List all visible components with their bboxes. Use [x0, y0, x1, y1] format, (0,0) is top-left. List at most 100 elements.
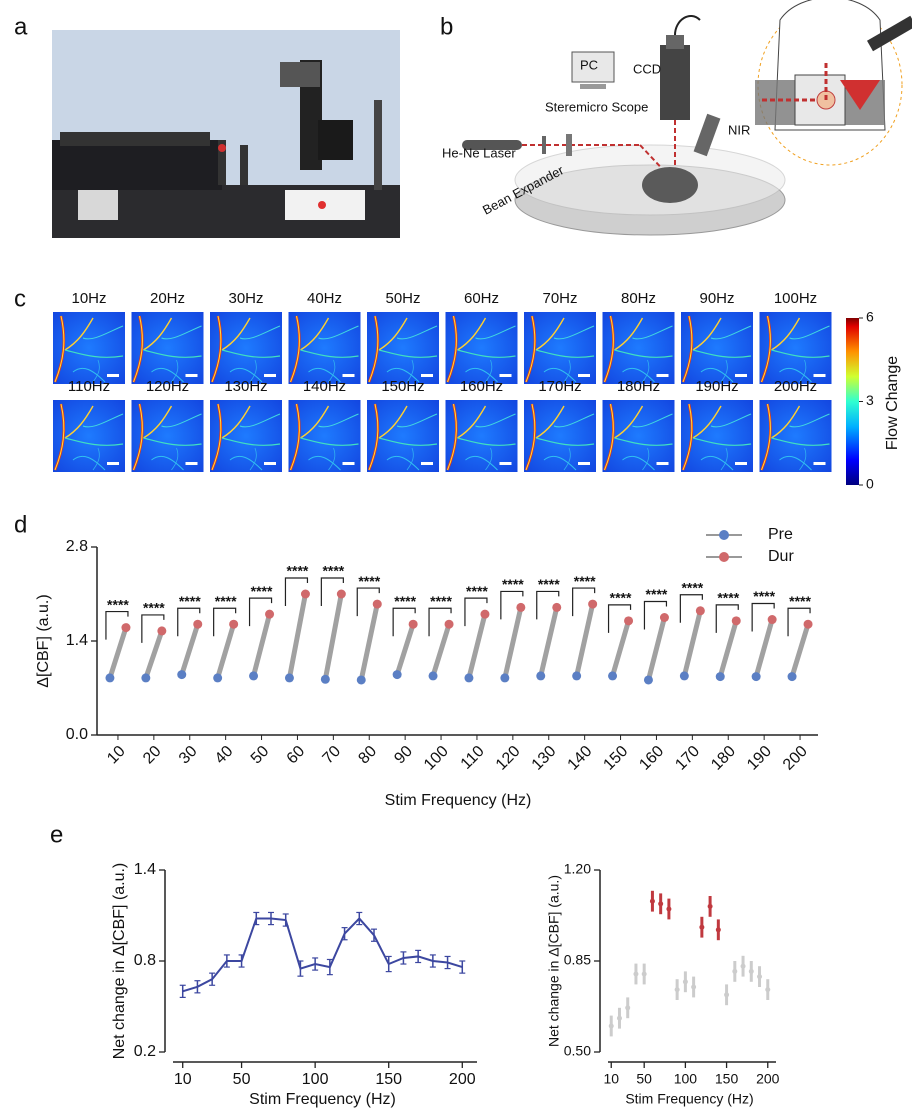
x-tick-label: 190 [744, 743, 775, 774]
flow-map [524, 312, 596, 384]
flow-map [759, 400, 832, 472]
diagram-label: He-Ne Laser [442, 145, 516, 160]
flow-map [602, 400, 675, 472]
significance: **** [717, 590, 739, 606]
significance: **** [502, 576, 524, 592]
y-tick-label: 2.8 [66, 538, 88, 555]
dur-dot [803, 619, 813, 629]
flow-map [288, 312, 361, 384]
map-label: 190Hz [695, 378, 738, 395]
pre-dot [572, 671, 582, 681]
dur-dot [372, 599, 382, 609]
point [633, 971, 639, 977]
pair-line [681, 608, 703, 679]
pair-line [358, 601, 380, 683]
x-tick-label: 110 [458, 743, 488, 773]
dur-dot [659, 613, 669, 622]
significance: **** [179, 593, 201, 609]
dur-dot [695, 606, 705, 616]
pair-line [179, 621, 201, 678]
point [724, 992, 730, 998]
point [666, 906, 672, 912]
map-label: 10Hz [71, 290, 106, 307]
legend-label: Dur [768, 548, 794, 565]
flow-map [445, 400, 518, 472]
map-label: 150Hz [381, 378, 424, 395]
bracket [248, 597, 273, 627]
pre-dot [643, 675, 653, 685]
diagram-label: PC [580, 57, 598, 72]
x-tick-label: 200 [756, 1071, 780, 1087]
colorbar [846, 318, 859, 485]
pair-line [143, 628, 165, 681]
pre-dot [213, 673, 223, 683]
dur-dot [265, 609, 275, 619]
significance: **** [466, 583, 488, 599]
pair-line [286, 591, 308, 681]
y-tick-label: 1.20 [564, 861, 591, 877]
bracket [356, 587, 380, 617]
x-tick-label: 30 [176, 743, 201, 768]
mean-line [182, 917, 463, 993]
pre-dot [608, 671, 618, 681]
significance: **** [574, 573, 596, 589]
y-tick-label: 1.4 [66, 632, 88, 649]
x-tick-label: 120 [493, 743, 524, 774]
map-label: 200Hz [774, 378, 817, 395]
pre-dot [141, 673, 151, 683]
x-tick-label: 150 [715, 1071, 739, 1087]
flow-map [53, 312, 125, 384]
x-tick-label: 100 [302, 1071, 329, 1088]
x-tick-label: 150 [600, 743, 631, 774]
pre-dot [428, 671, 438, 681]
significance: **** [287, 563, 309, 579]
dur-dot [300, 589, 310, 599]
significance: **** [430, 593, 452, 609]
pre-dot [500, 673, 510, 683]
x-tick-label: 200 [449, 1071, 476, 1088]
map-label: 40Hz [307, 290, 342, 307]
colorbar-tick-label: 3 [866, 392, 874, 408]
pre-dot [464, 673, 474, 683]
significance: **** [107, 596, 129, 612]
point [649, 898, 655, 904]
y-tick-label: 0.2 [134, 1043, 156, 1060]
point [658, 901, 664, 907]
x-tick-label: 40 [212, 743, 237, 768]
panel-label: c [14, 285, 26, 312]
bracket [607, 604, 632, 633]
flow-map [759, 312, 832, 384]
dur-dot [157, 626, 167, 636]
dur-dot [516, 602, 526, 612]
significance: **** [394, 593, 416, 609]
x-tick-label: 90 [391, 743, 416, 768]
significance: **** [322, 563, 344, 579]
y-tick-label: 0.8 [134, 952, 156, 969]
x-tick-label: 150 [375, 1071, 402, 1088]
map-label: 170Hz [538, 378, 581, 395]
colorbar-tick-label: 6 [866, 309, 874, 325]
x-tick-label: 180 [708, 743, 739, 774]
diagram-label: Steremicro Scope [545, 99, 648, 114]
x-tick-label: 140 [565, 743, 596, 774]
colorbar-tick-label: 0 [866, 476, 874, 492]
significance: **** [143, 600, 165, 616]
legend-dot [719, 552, 729, 562]
y-tick-label: 1.4 [134, 861, 156, 878]
dur-dot [588, 599, 598, 609]
flow-map [367, 312, 439, 384]
pair-line [538, 604, 560, 679]
pair-line [753, 617, 775, 680]
pre-dot [392, 670, 402, 680]
pre-dot [751, 672, 761, 682]
bracket [715, 604, 739, 633]
pre-dot [679, 671, 689, 681]
pre-dot [284, 673, 294, 683]
flow-map [288, 400, 361, 472]
bracket [177, 607, 201, 637]
dur-dot [193, 619, 203, 629]
x-axis-label: Stim Frequency (Hz) [385, 792, 532, 809]
y-tick-label: 0.85 [564, 952, 591, 968]
panel-label: a [14, 13, 28, 40]
